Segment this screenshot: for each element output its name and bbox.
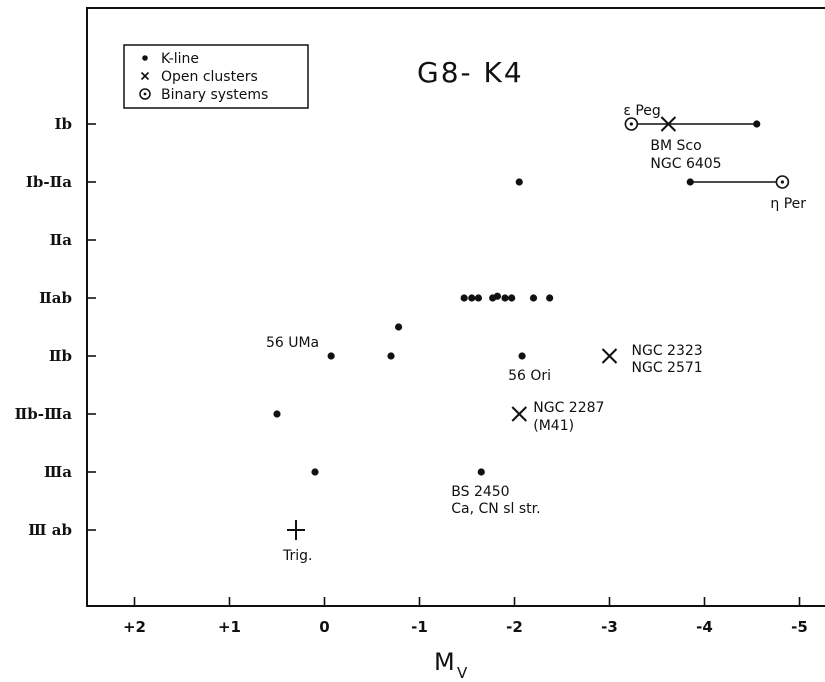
k-line-point [273, 410, 281, 418]
y-category-label: Ⅱab [39, 289, 72, 307]
trig-point [287, 520, 305, 540]
y-category-label: Ⅱb-Ⅲa [15, 405, 73, 423]
k-line-point [327, 352, 335, 360]
open-cluster-point [511, 406, 527, 422]
y-category-label: Ib [54, 115, 72, 133]
k-line-point [501, 294, 509, 302]
open-cluster-point [601, 348, 618, 364]
annotation-56-ori: 56 Ori [508, 368, 551, 384]
y-category-label: Ⅲa [44, 463, 72, 481]
x-axis-label-main: M [434, 648, 455, 676]
range-segments [631, 123, 783, 183]
k-line-point [468, 294, 476, 302]
plot-frame [86, 7, 825, 607]
annotations: ε Peg BM Sco NGC 6405 η Per 56 UMa 56 Ori NGC … [266, 103, 806, 564]
open-cluster-stroke [660, 116, 677, 132]
binary-center [780, 180, 785, 184]
x-tick-label: -4 [696, 618, 713, 636]
binary-center [629, 122, 633, 126]
annotation-ngc2323-1: NGC 2323 [632, 343, 703, 359]
annotation-bm-sco-2: NGC 6405 [650, 156, 721, 172]
k-line-point [387, 352, 395, 360]
k-line-point [686, 178, 694, 186]
k-line-point [529, 294, 538, 302]
k-line-point [508, 294, 516, 302]
y-axis-ticks: Ib Ib-Ⅱa Ⅱa Ⅱab Ⅱb Ⅱb-Ⅲa Ⅲa Ⅲ ab [15, 115, 96, 539]
annotation-ngc2287-1: NGC 2287 [533, 400, 604, 416]
k-line-point [493, 292, 501, 300]
annotation-bs2450-1: BS 2450 [451, 484, 509, 500]
y-category-label: Ⅲ ab [28, 521, 72, 539]
k-line-point [460, 294, 468, 302]
k-line-point [395, 323, 403, 331]
k-line-point [477, 468, 485, 476]
k-line-point [515, 178, 523, 186]
legend: K-line Open clusters Binary systems [123, 44, 309, 109]
open-cluster-stroke [511, 406, 527, 422]
y-category-label: Ⅱb [49, 347, 72, 365]
data-marks [273, 116, 790, 540]
annotation-ngc2323-2: NGC 2571 [632, 360, 703, 376]
k-line-point [311, 468, 319, 476]
x-tick-label: -1 [411, 618, 428, 636]
open-cluster-point [660, 116, 677, 132]
x-tick-label: -5 [791, 618, 808, 636]
x-tick-label: +1 [218, 618, 241, 636]
x-tick-label: -3 [601, 618, 618, 636]
binary-system-point [624, 117, 639, 131]
legend-circle-dot-center [143, 92, 147, 96]
x-tick-label: -2 [506, 618, 523, 636]
legend-cross-marker [140, 71, 150, 81]
annotation-bs2450-2: Ca, CN sl str. [451, 501, 540, 517]
legend-label-k-line: K-line [161, 51, 199, 67]
x-tick-label: 0 [319, 618, 329, 636]
chart-title: G8- K4 [417, 56, 524, 89]
x-axis-label-subscript: V [457, 664, 468, 682]
k-line-point [518, 352, 526, 360]
k-line-point [753, 120, 761, 128]
k-line-point [546, 294, 554, 302]
legend-box [123, 44, 309, 109]
y-category-label: Ⅱa [50, 231, 73, 249]
k-line-point [474, 294, 482, 302]
legend-label-open-clusters: Open clusters [161, 69, 258, 85]
legend-circle-dot-marker [139, 88, 151, 100]
x-axis-label: M V [434, 648, 468, 682]
annotation-56-uma: 56 UMa [266, 335, 319, 351]
legend-dot-marker [142, 55, 148, 61]
legend-label-binary-systems: Binary systems [161, 87, 268, 103]
y-category-label: Ib-Ⅱa [26, 173, 72, 191]
annotation-eta-per: η Per [770, 196, 806, 212]
annotation-ngc2287-2: (M41) [533, 418, 574, 434]
open-cluster-stroke [601, 348, 618, 364]
annotation-bm-sco-1: BM Sco [650, 138, 701, 154]
binary-system-point [775, 175, 790, 189]
x-tick-label: +2 [123, 618, 146, 636]
annotation-trig: Trig. [282, 548, 312, 564]
annotation-eps-peg: ε Peg [623, 103, 660, 119]
x-axis-ticks: +2 +1 0 -1 -2 -3 -4 -5 [123, 597, 808, 636]
